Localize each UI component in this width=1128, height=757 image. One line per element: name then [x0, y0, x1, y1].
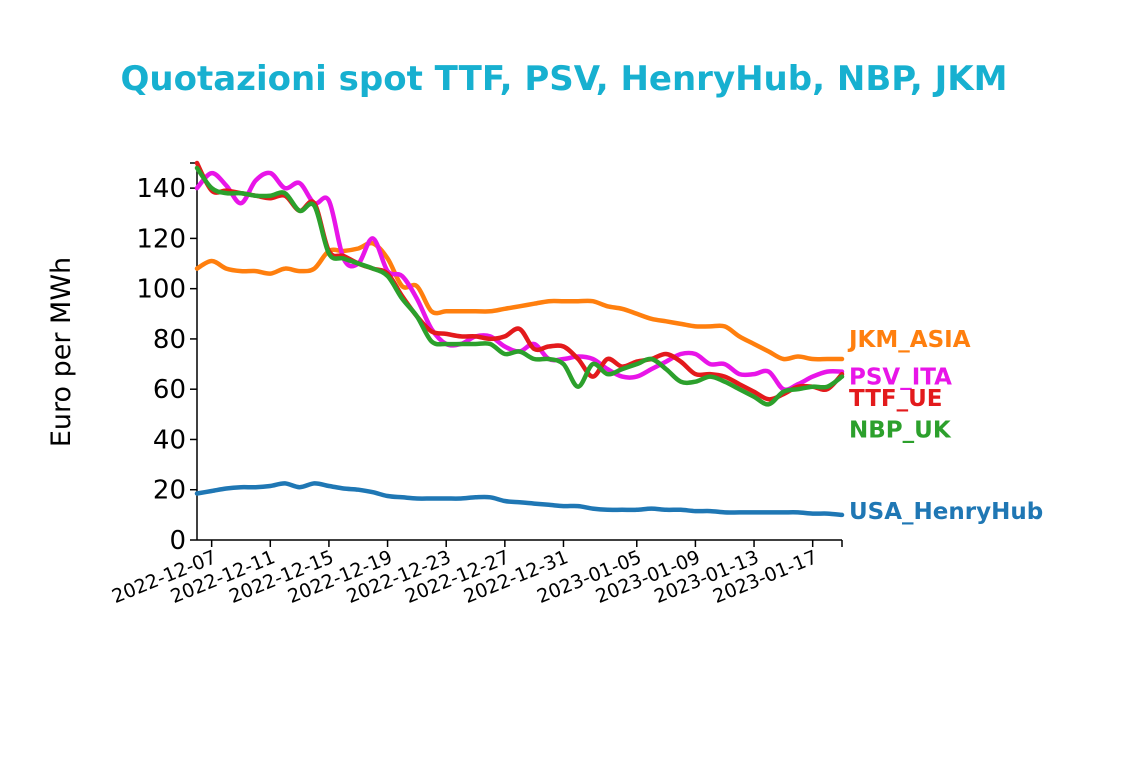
chart-title: Quotazioni spot TTF, PSV, HenryHub, NBP,…: [121, 59, 1008, 99]
series-label-psv-ita: PSV_ITA: [849, 365, 952, 391]
y-axis-label: Euro per MWh: [46, 257, 77, 447]
series-label-usa-henryhub: USA_HenryHub: [849, 499, 1043, 525]
series-line-usa-henryhub: [194, 481, 845, 518]
series-line-nbp-uk: [194, 165, 845, 407]
y-tick-label: 80: [153, 325, 186, 355]
y-tick-label: 140: [136, 174, 186, 204]
y-tick-label: 120: [136, 224, 186, 254]
series-label-nbp-uk: NBP_UK: [849, 417, 952, 443]
y-tick-label: 100: [136, 275, 186, 305]
y-tick-label: 40: [153, 425, 186, 455]
y-tick-label: 20: [153, 476, 186, 506]
series-line-jkm-asia: [194, 240, 845, 362]
y-tick-label: 60: [153, 375, 186, 405]
series-label-ttf-ue: TTF_UE: [849, 386, 943, 412]
series-line-ttf-ue: [194, 160, 845, 402]
y-tick-label: 0: [169, 526, 186, 556]
series-lines: [194, 160, 845, 518]
series-label-jkm-asia: JKM_ASIA: [847, 327, 971, 353]
